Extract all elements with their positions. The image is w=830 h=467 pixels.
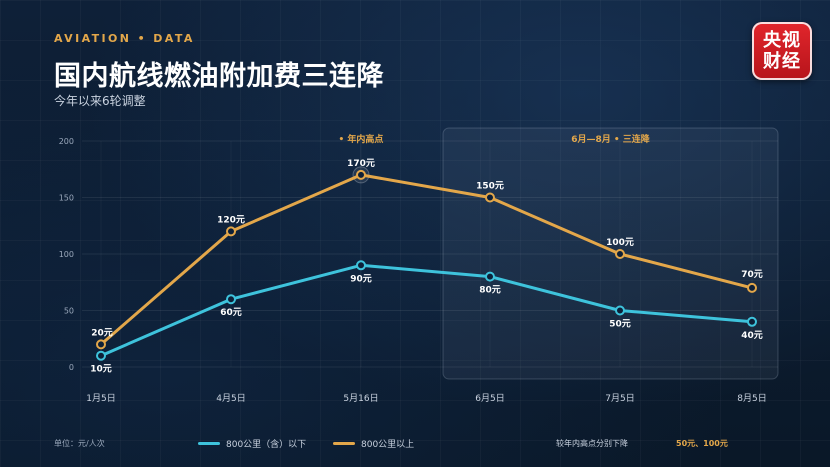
data-point-s1-1 — [226, 294, 236, 305]
decline-note-value: 50元、100元 — [676, 439, 728, 448]
page-title: 国内航线燃油附加费三连降 — [54, 61, 384, 92]
data-point-s2-2 — [356, 169, 366, 180]
y-tick-label-200: 200 — [59, 137, 74, 146]
legend-label-series-1: 800公里（含）以下 — [226, 440, 307, 450]
highlight-label: 6月—8月 • 三连降 — [571, 133, 651, 145]
series-line-1 — [99, 263, 754, 358]
data-point-s2-1 — [226, 226, 236, 237]
data-label-s1-3: 80元 — [479, 285, 501, 296]
unit-label: 单位：元/人次 — [54, 439, 105, 448]
data-label-s1-1: 60元 — [220, 307, 242, 318]
legend-swatch-series-1 — [198, 442, 220, 445]
x-tick-label-2: 5月16日 — [343, 393, 378, 404]
legend-swatch-series-2 — [333, 442, 355, 445]
data-label-s1-5: 40元 — [741, 330, 763, 341]
y-tick-label-0: 0 — [69, 363, 74, 372]
data-point-s1-5 — [747, 316, 757, 327]
data-label-s1-4: 50元 — [609, 319, 631, 330]
data-point-s2-0 — [96, 339, 106, 350]
data-label-s2-3: 150元 — [476, 181, 504, 192]
y-tick-label-50: 50 — [64, 307, 74, 316]
page-subtitle: 今年以来6轮调整 — [54, 94, 146, 108]
series-line-2 — [99, 173, 754, 346]
data-label-s2-1: 120元 — [217, 214, 245, 225]
data-point-s1-3 — [485, 271, 495, 282]
data-point-s1-4 — [615, 305, 625, 316]
cctv-finance-logo: 央视 财经 — [752, 22, 812, 80]
x-tick-label-3: 6月5日 — [475, 393, 504, 404]
x-tick-label-0: 1月5日 — [86, 393, 115, 404]
data-label-s2-4: 100元 — [606, 237, 634, 248]
y-tick-label-150: 150 — [59, 194, 74, 203]
data-point-s2-5 — [747, 282, 757, 293]
data-point-s1-0 — [96, 350, 106, 361]
x-tick-label-1: 4月5日 — [216, 393, 245, 404]
data-point-s2-3 — [485, 192, 495, 203]
logo-line-1: 央视 — [763, 30, 801, 51]
peak-label: • 年内高点 — [339, 133, 384, 145]
legend-label-series-2: 800公里以上 — [361, 440, 415, 450]
legend-item-series-2: 800公里以上 — [333, 437, 414, 450]
y-tick-label-100: 100 — [59, 250, 74, 259]
data-point-s2-4 — [615, 249, 625, 259]
data-label-s1-2: 90元 — [350, 273, 372, 284]
logo-line-2: 财经 — [763, 51, 801, 72]
data-label-s1-0: 10元 — [90, 364, 112, 375]
legend-item-series-1: 800公里（含）以下 — [198, 437, 306, 450]
data-label-s2-2: 170元 — [347, 158, 375, 169]
kicker: AVIATION • DATA — [54, 32, 195, 45]
x-tick-label-4: 7月5日 — [605, 393, 634, 404]
x-tick-label-5: 8月5日 — [737, 393, 766, 404]
data-label-s2-5: 70元 — [741, 269, 763, 280]
data-point-s1-2 — [356, 260, 366, 271]
data-label-s2-0: 20元 — [91, 327, 113, 338]
decline-note: 较年内高点分别下降 — [556, 439, 628, 448]
